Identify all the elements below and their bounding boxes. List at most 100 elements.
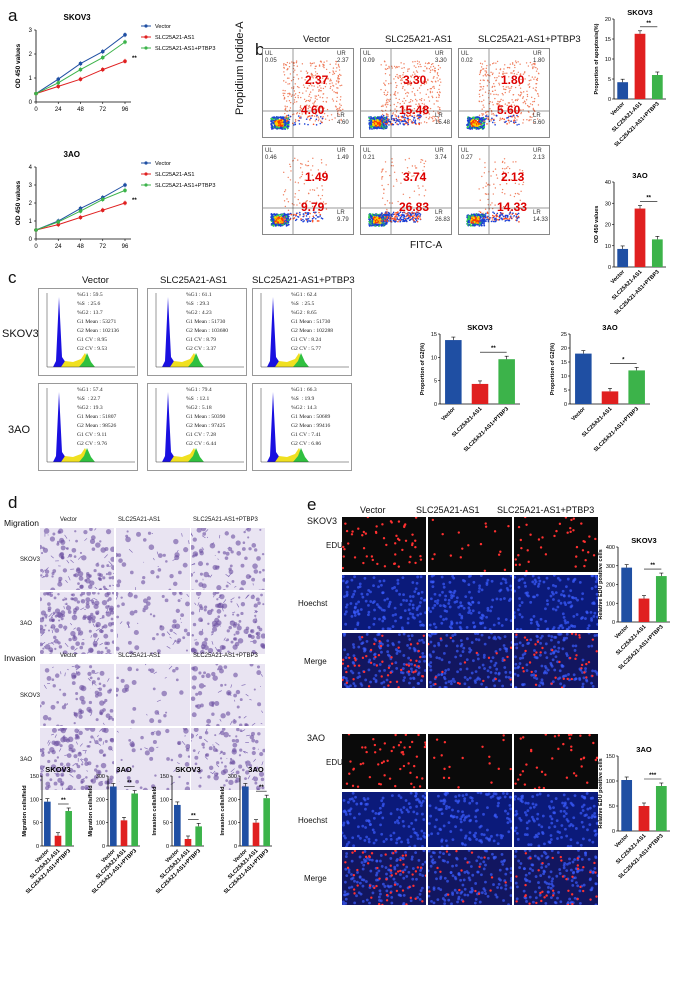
cell-process bbox=[211, 542, 215, 546]
cell-dot bbox=[482, 127, 485, 130]
stained-cell bbox=[211, 704, 215, 707]
cell-dot bbox=[528, 75, 530, 77]
cell-dot bbox=[386, 208, 388, 211]
cell-dot bbox=[497, 103, 500, 105]
cell-dot bbox=[537, 72, 540, 75]
cell-dot bbox=[321, 185, 323, 187]
cell-dot bbox=[496, 177, 499, 179]
stained-cell bbox=[76, 735, 80, 740]
cell-dot bbox=[384, 122, 387, 125]
cell-dot bbox=[406, 91, 408, 94]
stained-cell bbox=[105, 605, 109, 609]
transwell-header: Vector bbox=[60, 517, 78, 523]
cell-stain bbox=[40, 592, 114, 654]
cell-dot bbox=[519, 87, 522, 89]
cell-dot bbox=[494, 204, 496, 206]
cell-dot bbox=[386, 218, 389, 221]
cell-dot bbox=[385, 221, 387, 223]
cell-dot bbox=[333, 91, 335, 93]
cell-dot bbox=[368, 221, 371, 224]
legend-label: Vector bbox=[155, 24, 171, 30]
cell-dot bbox=[312, 89, 314, 91]
cell-dot bbox=[502, 94, 504, 96]
cell-dot bbox=[493, 119, 495, 122]
cell-dot bbox=[378, 223, 380, 226]
stained-cell bbox=[116, 676, 119, 680]
cell-dot bbox=[474, 127, 477, 130]
stained-cell bbox=[230, 534, 236, 539]
cell-dot bbox=[498, 218, 501, 221]
cell-dot bbox=[378, 121, 381, 124]
stained-cell bbox=[244, 723, 248, 726]
cell-dot bbox=[270, 213, 273, 215]
cell-process bbox=[172, 558, 177, 561]
cell-dot bbox=[397, 214, 400, 217]
cell-dot bbox=[529, 103, 532, 105]
cell-dot bbox=[296, 65, 299, 67]
cell-dot bbox=[401, 78, 403, 80]
cell-dot bbox=[491, 86, 493, 88]
cell-dot bbox=[318, 118, 320, 120]
quadrant-ul-label: UL bbox=[461, 51, 469, 57]
cell-dot bbox=[509, 115, 512, 118]
cell-dot bbox=[404, 82, 406, 85]
cell-dot bbox=[336, 108, 338, 111]
stained-cell bbox=[186, 631, 190, 637]
cell-dot bbox=[428, 113, 431, 115]
cell-dot bbox=[317, 119, 320, 122]
cell-dot bbox=[383, 127, 385, 130]
cell-dot bbox=[411, 109, 414, 111]
cell-dot bbox=[496, 60, 499, 63]
cell-dot bbox=[419, 215, 421, 217]
cell-process bbox=[217, 690, 222, 693]
flow-scatter bbox=[459, 49, 549, 137]
cell-dot bbox=[511, 115, 513, 118]
cell-dot bbox=[289, 165, 292, 168]
cell-dot bbox=[287, 219, 290, 222]
cell-dot bbox=[516, 119, 518, 121]
cell-dot bbox=[313, 115, 316, 117]
cell-process bbox=[108, 561, 113, 566]
stained-cell bbox=[100, 712, 103, 716]
cell-dot bbox=[494, 218, 497, 221]
cell-process bbox=[89, 679, 91, 681]
stained-cell bbox=[91, 619, 96, 623]
cell-dot bbox=[440, 81, 442, 83]
cell-process bbox=[112, 584, 114, 586]
cell-dot bbox=[282, 220, 285, 223]
cell-dot bbox=[466, 222, 469, 225]
cell-dot bbox=[326, 174, 328, 177]
stained-cell bbox=[205, 562, 209, 566]
cell-process bbox=[93, 597, 98, 601]
cell-dot bbox=[405, 212, 407, 215]
cell-dot bbox=[491, 73, 494, 76]
cell-dot bbox=[502, 205, 505, 208]
cell-dot bbox=[283, 98, 285, 100]
cell-dot bbox=[388, 65, 390, 68]
stained-cell bbox=[98, 682, 102, 686]
cell-dot bbox=[376, 221, 379, 224]
cell-dot bbox=[332, 100, 335, 102]
cell-dot bbox=[515, 213, 518, 216]
cell-dot bbox=[385, 117, 388, 120]
apoptosis-late-value: 2.13 bbox=[501, 170, 525, 184]
cell-dot bbox=[399, 75, 402, 77]
cell-process bbox=[176, 549, 179, 553]
stained-cell bbox=[152, 687, 156, 691]
stained-cell bbox=[48, 647, 54, 653]
stained-cell bbox=[105, 653, 109, 654]
cell-dot bbox=[302, 92, 304, 94]
transwell-row-label: SKOV3 bbox=[20, 557, 41, 563]
stained-cell bbox=[211, 712, 215, 716]
cell-dot bbox=[495, 93, 497, 96]
cell-dot bbox=[284, 63, 287, 66]
cell-dot bbox=[481, 100, 483, 103]
cell-dot bbox=[420, 99, 423, 102]
stained-cell bbox=[191, 666, 195, 671]
cell-dot bbox=[386, 215, 389, 218]
stained-cell bbox=[182, 636, 186, 640]
cell-dot bbox=[285, 224, 288, 227]
cell-dot bbox=[387, 115, 389, 118]
cell-dot bbox=[322, 80, 325, 82]
cell-dot bbox=[416, 63, 419, 65]
